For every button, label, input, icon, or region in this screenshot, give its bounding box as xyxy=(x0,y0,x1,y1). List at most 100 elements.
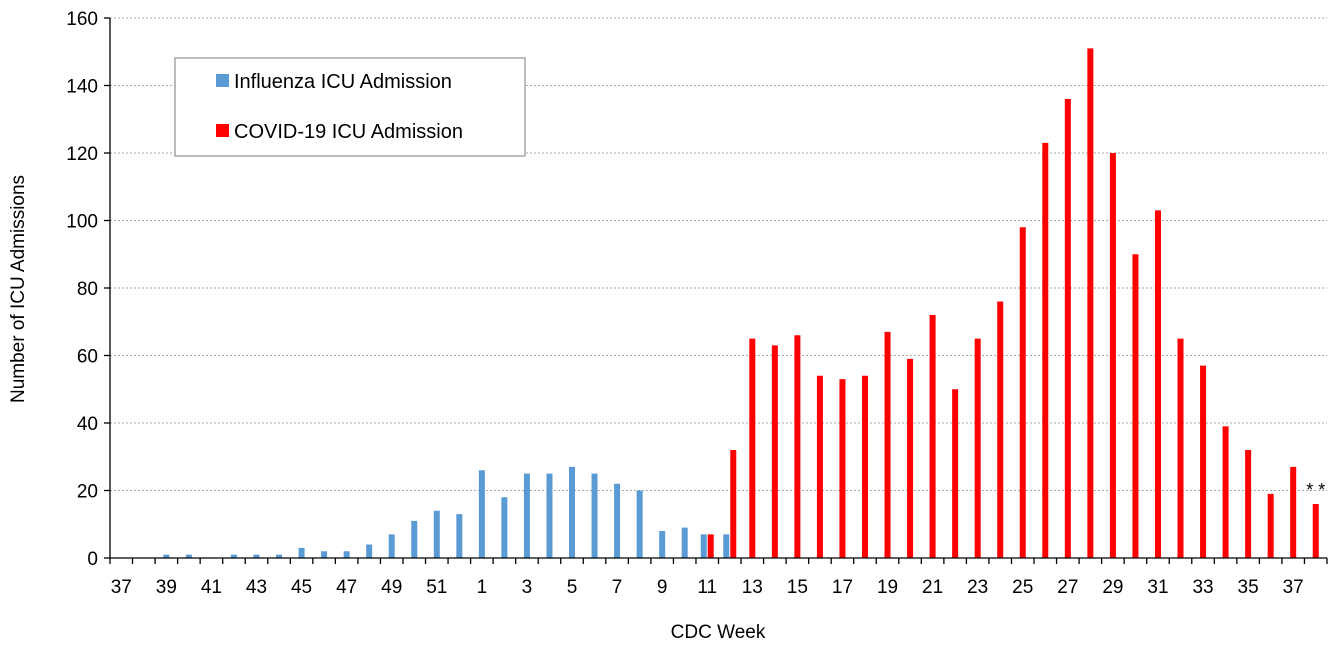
x-tick-label: 31 xyxy=(1147,577,1168,598)
bar-influenza xyxy=(636,490,643,558)
bar-covid19 xyxy=(1064,99,1071,558)
x-tick-label: 11 xyxy=(697,577,717,598)
bar-covid19 xyxy=(1222,426,1229,558)
x-tick-label: 47 xyxy=(336,577,357,598)
x-tick-label: 33 xyxy=(1192,577,1213,598)
bar-influenza xyxy=(298,547,305,558)
y-tick-label: 100 xyxy=(66,212,98,233)
y-tick-label: 60 xyxy=(77,347,98,368)
bar-covid19 xyxy=(929,315,936,558)
x-tick-label: 37 xyxy=(111,577,132,598)
y-tick-label: 40 xyxy=(77,414,98,435)
x-tick-label: 21 xyxy=(922,577,943,598)
x-axis-title: CDC Week xyxy=(671,622,766,643)
x-tick-label: 9 xyxy=(657,577,668,598)
bar-covid19 xyxy=(1109,153,1116,558)
bar-covid19 xyxy=(1267,493,1274,558)
bar-covid19 xyxy=(884,331,891,558)
bar-covid19 xyxy=(952,389,959,558)
bars xyxy=(163,48,1319,558)
bar-influenza xyxy=(388,534,395,558)
x-tick-label: 25 xyxy=(1012,577,1033,598)
legend-box xyxy=(174,57,526,157)
bar-covid19 xyxy=(1200,365,1207,558)
bar-influenza xyxy=(659,531,666,558)
bar-influenza xyxy=(230,554,237,558)
legend-swatch-influenza xyxy=(216,74,229,87)
y-tick-label: 140 xyxy=(66,77,98,98)
x-tick-label: 29 xyxy=(1102,577,1123,598)
bar-covid19 xyxy=(1177,338,1184,558)
bar-influenza xyxy=(569,466,576,558)
bar-influenza xyxy=(411,520,418,558)
x-tick-label: 27 xyxy=(1057,577,1078,598)
legend: Influenza ICU Admission COVID-19 ICU Adm… xyxy=(174,57,526,157)
x-tick-labels: 37 39 41 43 45 47 49 51 1 3 5 7 9 11 13 15 17 19 21 23 25 27 2… xyxy=(111,577,1304,598)
bar-influenza xyxy=(456,514,463,558)
x-tick-label: 43 xyxy=(246,577,267,598)
gridlines xyxy=(110,17,1327,491)
bar-influenza xyxy=(163,554,170,558)
x-tick-label: 23 xyxy=(967,577,988,598)
bar-covid19 xyxy=(974,338,981,558)
bar-covid19 xyxy=(730,450,737,558)
y-tick-label: 160 xyxy=(66,9,98,30)
bar-covid19 xyxy=(839,379,846,558)
bar-covid19 xyxy=(1290,466,1297,558)
bar-covid19 xyxy=(707,534,714,558)
x-tick-label: 1 xyxy=(477,577,488,598)
y-tick-label: 80 xyxy=(77,279,98,300)
x-tick-label: 51 xyxy=(426,577,447,598)
y-tick-label: 120 xyxy=(66,144,98,165)
x-tick-label: 19 xyxy=(877,577,898,598)
bar-covid19 xyxy=(1245,450,1252,558)
x-tick-label: 17 xyxy=(832,577,853,598)
x-tick-label: 7 xyxy=(612,577,623,598)
bar-influenza xyxy=(366,544,373,558)
x-tick-label: 3 xyxy=(522,577,533,598)
bar-covid19 xyxy=(816,375,823,558)
bar-covid19 xyxy=(907,358,914,558)
x-tick-label: 13 xyxy=(742,577,763,598)
bar-influenza xyxy=(523,473,530,558)
bar-covid19 xyxy=(794,335,801,558)
bar-influenza xyxy=(591,473,598,558)
bar-influenza xyxy=(700,534,707,558)
bar-covid19 xyxy=(1312,504,1319,558)
bar-covid19 xyxy=(1019,227,1026,558)
annotation-asterisks: * * xyxy=(1306,480,1325,500)
bar-influenza xyxy=(321,551,328,558)
bar-covid19 xyxy=(1154,210,1161,558)
bar-influenza xyxy=(614,483,621,558)
x-tick-label: 37 xyxy=(1283,577,1304,598)
axes xyxy=(104,17,1328,564)
x-tick-label: 45 xyxy=(291,577,312,598)
x-tick-label: 15 xyxy=(787,577,808,598)
bar-covid19 xyxy=(771,345,778,558)
bar-covid19 xyxy=(997,301,1004,558)
x-tick-label: 35 xyxy=(1238,577,1259,598)
bar-influenza xyxy=(253,554,260,558)
x-tick-label: 49 xyxy=(381,577,402,598)
annotations: * * xyxy=(1306,480,1325,500)
bar-influenza xyxy=(546,473,553,558)
bar-influenza xyxy=(681,527,688,558)
legend-swatch-covid19 xyxy=(216,124,229,137)
bar-covid19 xyxy=(861,375,868,558)
y-tick-label: 20 xyxy=(77,482,98,503)
bar-influenza xyxy=(478,470,485,558)
bar-covid19 xyxy=(1132,254,1139,558)
bar-influenza xyxy=(276,554,283,558)
bar-influenza xyxy=(185,554,192,558)
bar-covid19 xyxy=(1087,48,1094,558)
bar-influenza xyxy=(501,497,508,558)
bar-influenza xyxy=(343,551,350,558)
bar-influenza xyxy=(433,510,440,558)
y-tick-label: 0 xyxy=(87,549,98,570)
x-tick-label: 39 xyxy=(156,577,177,598)
y-tick-labels: 0 20 40 60 80 100 120 140 160 xyxy=(66,9,98,570)
x-tick-label: 41 xyxy=(201,577,222,598)
y-axis-title: Number of ICU Admissions xyxy=(8,175,29,403)
legend-label-covid19: COVID-19 ICU Admission xyxy=(234,121,463,143)
